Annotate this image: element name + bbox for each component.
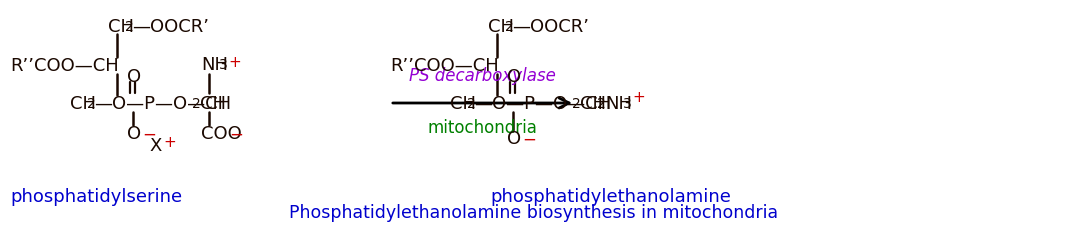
- Text: Phosphatidylethanolamine biosynthesis in mitochondria: Phosphatidylethanolamine biosynthesis in…: [289, 204, 778, 222]
- Text: O: O: [507, 130, 521, 148]
- Text: 2: 2: [125, 20, 133, 34]
- Text: —O—P—O—CH: —O—P—O—CH: [474, 95, 611, 113]
- Text: NH: NH: [201, 56, 228, 74]
- Text: 3: 3: [623, 97, 632, 111]
- Text: R’’COO—CH: R’’COO—CH: [10, 57, 118, 75]
- Text: NH: NH: [605, 95, 632, 113]
- Text: CH: CH: [200, 95, 226, 113]
- Text: −: −: [229, 126, 243, 144]
- Text: +: +: [632, 90, 644, 105]
- Text: —O—P—O—CH: —O—P—O—CH: [94, 95, 232, 113]
- Text: O: O: [127, 125, 141, 143]
- Text: PS decarboxylase: PS decarboxylase: [409, 67, 556, 85]
- Text: COO: COO: [201, 125, 242, 143]
- Text: +: +: [163, 135, 176, 150]
- Text: —OOCR’: —OOCR’: [132, 18, 209, 36]
- Text: X: X: [149, 137, 161, 155]
- Text: phosphatidylserine: phosphatidylserine: [10, 188, 182, 206]
- Text: 2: 2: [467, 97, 476, 111]
- Text: CH: CH: [450, 95, 476, 113]
- Text: O: O: [127, 68, 141, 86]
- Text: CH: CH: [108, 18, 134, 36]
- Text: phosphatidylethanolamine: phosphatidylethanolamine: [490, 188, 731, 206]
- Text: −: −: [522, 131, 536, 149]
- Text: 2: 2: [192, 97, 201, 111]
- Text: +: +: [228, 55, 241, 70]
- Text: CH: CH: [70, 95, 96, 113]
- Text: −: −: [142, 126, 156, 144]
- Text: R’’COO—CH: R’’COO—CH: [391, 57, 498, 75]
- Text: —OOCR’: —OOCR’: [512, 18, 589, 36]
- Text: O: O: [507, 68, 521, 86]
- Text: 3: 3: [219, 58, 227, 72]
- Text: 2: 2: [598, 97, 606, 111]
- Text: CH: CH: [488, 18, 514, 36]
- Text: 2: 2: [572, 97, 580, 111]
- Text: CH: CH: [580, 95, 606, 113]
- Text: 2: 2: [505, 20, 513, 34]
- Text: mitochondria: mitochondria: [428, 119, 538, 137]
- Text: 2: 2: [87, 97, 96, 111]
